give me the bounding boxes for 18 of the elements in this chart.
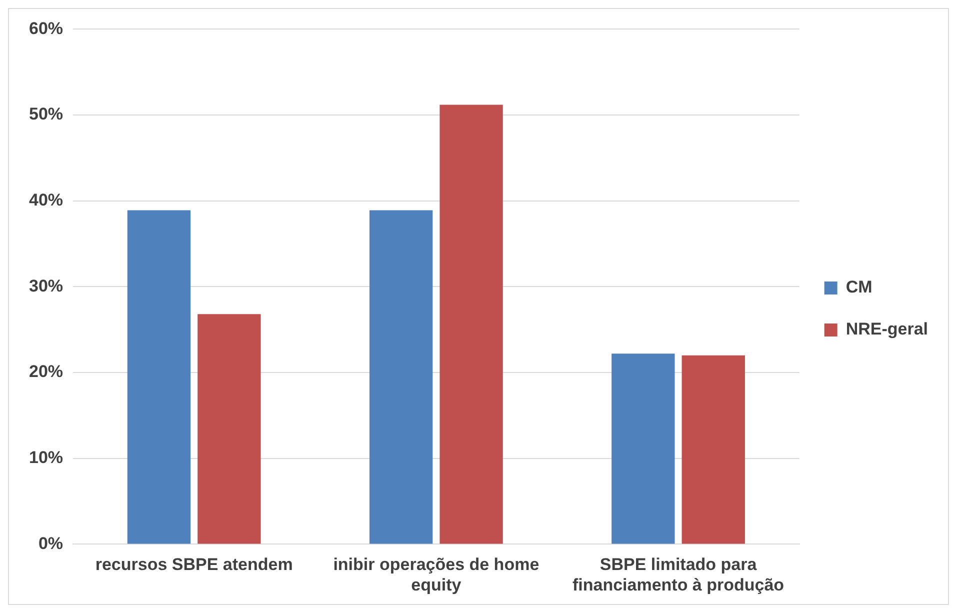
bar [440,104,503,544]
y-tick-label: 60% [28,18,64,38]
y-tick-label: 20% [28,362,64,382]
y-tick-label: 30% [28,276,64,296]
bar [369,210,433,544]
y-tick-label: 40% [28,190,64,210]
x-tick-label: recursos SBPE atendem [95,555,293,574]
x-tick-label: SBPE limitado para financiamento à produção [572,555,784,594]
y-tick-label: 50% [28,104,64,124]
bar [198,314,261,544]
y-tick-label: 10% [28,448,64,468]
bar [682,355,745,544]
bar [612,354,675,544]
legend-label: NRE-geral [846,320,928,339]
bar [127,210,191,544]
legend-label: CM [846,278,872,297]
y-tick-label: 0% [38,534,64,553]
x-tick-label: inibir operações de home equity [333,555,540,594]
